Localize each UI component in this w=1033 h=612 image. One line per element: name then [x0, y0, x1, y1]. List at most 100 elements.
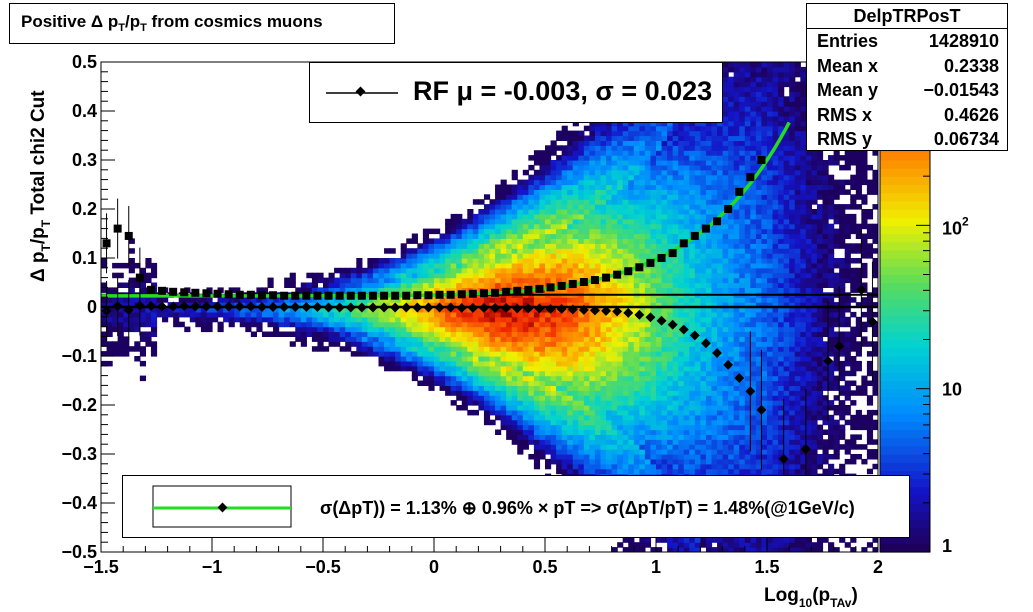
heatmap-cell [700, 468, 707, 475]
heatmap-cell [728, 243, 735, 249]
heatmap-cell [461, 272, 468, 279]
heatmap-cell [511, 409, 518, 416]
heatmap-cell [256, 311, 263, 318]
heatmap-cell [656, 145, 663, 151]
heatmap-cell [678, 267, 685, 274]
heatmap-cell [717, 297, 724, 303]
heatmap-cell [617, 360, 624, 367]
heatmap-cell [622, 169, 629, 176]
heatmap-cell [689, 463, 696, 470]
heatmap-cell [295, 307, 302, 313]
heatmap-cell [295, 316, 302, 323]
heatmap-cell [372, 287, 380, 293]
heatmap-cell [395, 356, 402, 362]
heatmap-cell [556, 209, 563, 215]
heatmap-cell [583, 331, 590, 337]
heatmap-cell [261, 302, 269, 308]
heatmap-cell [533, 160, 541, 166]
heatmap-cell [450, 336, 457, 342]
heatmap-cell [517, 351, 524, 357]
heatmap-cell [656, 424, 663, 431]
heatmap-cell [628, 380, 635, 386]
heatmap-cell [672, 414, 679, 421]
heatmap-cell [483, 400, 491, 406]
heatmap-cell [550, 365, 557, 372]
heatmap-cell [395, 287, 402, 293]
heatmap-cell [289, 316, 296, 323]
heatmap-cell [589, 316, 596, 323]
heatmap-cell [628, 405, 635, 411]
heatmap-cell [456, 287, 463, 293]
heatmap-cell [606, 370, 613, 377]
heatmap-cell [667, 341, 674, 347]
heatmap-cell [678, 150, 685, 156]
heatmap-cell [622, 155, 629, 161]
heatmap-cell [678, 204, 685, 210]
heatmap-cell [367, 302, 374, 308]
heatmap-cell [500, 262, 507, 269]
heatmap-cell [467, 370, 474, 377]
heatmap-cell [422, 287, 430, 293]
heatmap-cell [722, 164, 729, 171]
heatmap-cell [683, 316, 690, 323]
heatmap-cell [611, 370, 618, 377]
heatmap-cell [628, 326, 635, 333]
heatmap-cell [578, 400, 585, 406]
heatmap-cell [589, 248, 596, 254]
heatmap-cell [639, 542, 646, 548]
heatmap-cell [633, 130, 640, 137]
heatmap-cell [739, 277, 746, 284]
heatmap-cell [511, 414, 518, 421]
heatmap-cell [195, 321, 202, 328]
heatmap-cell [678, 160, 685, 166]
heatmap-cell [611, 223, 618, 230]
heatmap-cell [550, 400, 557, 406]
heatmap-cell [606, 424, 613, 431]
heatmap-cell [711, 414, 718, 421]
heatmap-cell [678, 199, 685, 205]
heatmap-cell [583, 272, 590, 279]
heatmap-cell [545, 199, 552, 205]
heatmap-cell [650, 267, 657, 274]
heatmap-cell [633, 375, 640, 382]
heatmap-cell [400, 282, 407, 288]
heatmap-cell [628, 248, 635, 254]
heatmap-cell [678, 356, 685, 362]
heatmap-cell [417, 262, 424, 269]
heatmap-cell [522, 316, 529, 323]
heatmap-cell [134, 297, 141, 303]
heatmap-cell [572, 184, 579, 190]
heatmap-cell [689, 336, 696, 342]
heatmap-cell [517, 184, 524, 190]
heatmap-cell [101, 287, 108, 293]
heatmap-cell [628, 204, 635, 210]
heatmap-cell [600, 468, 607, 475]
heatmap-cell [733, 444, 740, 450]
heatmap-cell [683, 223, 690, 230]
heatmap-cell [489, 375, 496, 382]
heatmap-cell [545, 155, 552, 161]
heatmap-cell [101, 258, 108, 264]
heatmap-cell [295, 336, 302, 342]
heatmap-cell [656, 218, 663, 225]
heatmap-cell [467, 395, 474, 401]
heatmap-cell [495, 262, 502, 269]
heatmap-cell [733, 209, 740, 215]
heatmap-cell [656, 194, 663, 200]
heatmap-cell [550, 385, 557, 391]
heatmap-cell [411, 267, 418, 274]
heatmap-cell [495, 209, 502, 215]
heatmap-cell [672, 405, 679, 411]
heatmap-cell [483, 213, 491, 220]
heatmap-cell [439, 253, 446, 259]
heatmap-cell [733, 542, 740, 548]
heatmap-cell [600, 145, 607, 151]
heatmap-cell [594, 468, 602, 475]
heatmap-cell [611, 135, 618, 141]
heatmap-cell [572, 346, 579, 352]
heatmap-cell [273, 302, 280, 308]
heatmap-cell [483, 375, 491, 382]
heatmap-cell [644, 356, 652, 362]
heatmap-cell [522, 311, 529, 318]
heatmap-cell [550, 321, 557, 328]
